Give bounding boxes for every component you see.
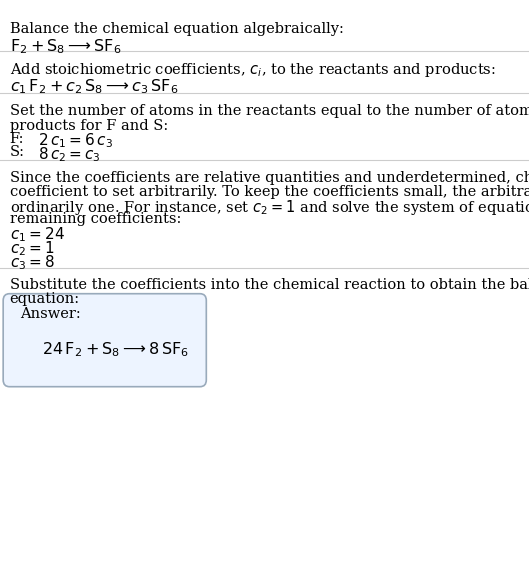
Text: $c_2 = 1$: $c_2 = 1$ bbox=[10, 239, 54, 258]
Text: ordinarily one. For instance, set $c_2 = 1$ and solve the system of equations fo: ordinarily one. For instance, set $c_2 =… bbox=[10, 198, 529, 218]
Text: coefficient to set arbitrarily. To keep the coefficients small, the arbitrary va: coefficient to set arbitrarily. To keep … bbox=[10, 185, 529, 199]
Text: $c_1\,\mathsf{F_2} + c_2\,\mathsf{S_8} \longrightarrow c_3\,\mathsf{SF_6}$: $c_1\,\mathsf{F_2} + c_2\,\mathsf{S_8} \… bbox=[10, 78, 178, 96]
Text: Add stoichiometric coefficients, $c_i$, to the reactants and products:: Add stoichiometric coefficients, $c_i$, … bbox=[10, 61, 495, 79]
Text: equation:: equation: bbox=[10, 292, 80, 306]
Text: $8\,c_2 = c_3$: $8\,c_2 = c_3$ bbox=[38, 145, 101, 164]
Text: $c_1 = 24$: $c_1 = 24$ bbox=[10, 226, 65, 244]
Text: Answer:: Answer: bbox=[20, 307, 81, 321]
Text: Since the coefficients are relative quantities and underdetermined, choose a: Since the coefficients are relative quan… bbox=[10, 171, 529, 185]
FancyBboxPatch shape bbox=[3, 294, 206, 387]
Text: $c_3 = 8$: $c_3 = 8$ bbox=[10, 253, 54, 272]
Text: Substitute the coefficients into the chemical reaction to obtain the balanced: Substitute the coefficients into the che… bbox=[10, 278, 529, 293]
Text: remaining coefficients:: remaining coefficients: bbox=[10, 212, 181, 226]
Text: F:: F: bbox=[10, 132, 24, 146]
Text: Set the number of atoms in the reactants equal to the number of atoms in the: Set the number of atoms in the reactants… bbox=[10, 104, 529, 119]
Text: Balance the chemical equation algebraically:: Balance the chemical equation algebraica… bbox=[10, 22, 343, 36]
Text: $24\,\mathsf{F_2} + \mathsf{S_8} \longrightarrow 8\,\mathsf{SF_6}$: $24\,\mathsf{F_2} + \mathsf{S_8} \longri… bbox=[42, 340, 189, 359]
Text: $\mathsf{F_2 + S_8 \longrightarrow SF_6}$: $\mathsf{F_2 + S_8 \longrightarrow SF_6}… bbox=[10, 37, 121, 56]
Text: products for F and S:: products for F and S: bbox=[10, 119, 168, 133]
Text: S:: S: bbox=[10, 145, 24, 159]
Text: $2\,c_1 = 6\,c_3$: $2\,c_1 = 6\,c_3$ bbox=[38, 132, 113, 150]
